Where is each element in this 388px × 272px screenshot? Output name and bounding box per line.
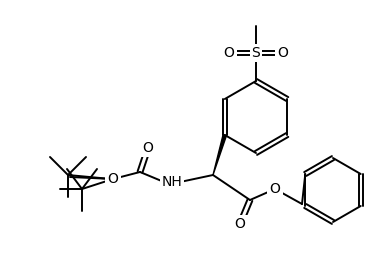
Polygon shape: [213, 134, 227, 175]
Text: S: S: [252, 46, 260, 60]
Text: NH: NH: [162, 175, 182, 189]
Text: O: O: [277, 46, 288, 60]
Text: O: O: [107, 172, 118, 186]
Text: O: O: [270, 182, 281, 196]
Text: O: O: [223, 46, 234, 60]
Text: O: O: [235, 217, 246, 231]
Text: O: O: [142, 141, 153, 155]
